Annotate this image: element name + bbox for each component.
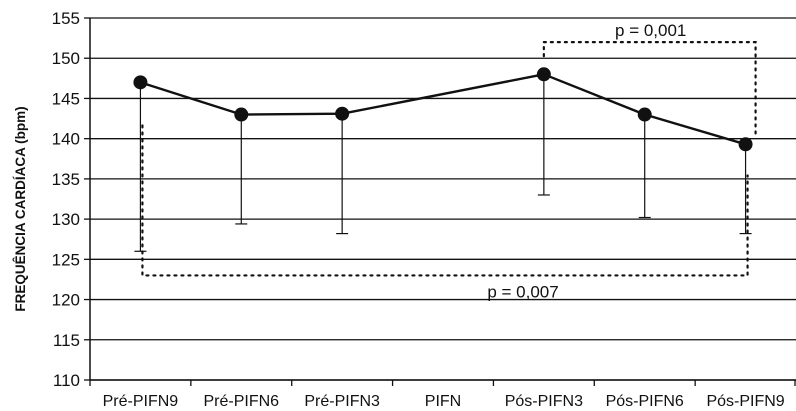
- y-tick-label: 120: [52, 291, 80, 310]
- series-line: [140, 73, 746, 146]
- y-tick-label: 145: [52, 89, 80, 108]
- x-tick-label: Pré-PIFN3: [304, 393, 380, 410]
- data-point: [234, 107, 249, 122]
- x-tick-label: Pré-PIFN9: [103, 393, 179, 410]
- y-axis-title: FREQUÊNCIA CARDÍACA (bpm): [13, 106, 28, 311]
- y-tick-label: 115: [53, 331, 80, 350]
- p-value-label: p = 0,001: [615, 21, 686, 40]
- y-tick-label: 155: [52, 9, 80, 28]
- significance-brackets: [141, 41, 757, 277]
- data-point: [133, 75, 148, 90]
- x-tick-label: Pré-PIFN6: [203, 393, 279, 410]
- y-tick-label: 140: [52, 130, 80, 149]
- significance-bracket-2: [141, 124, 749, 277]
- x-tick-label: PIFN: [425, 393, 461, 410]
- y-tick-label: 110: [53, 371, 80, 390]
- grid: [90, 17, 796, 381]
- labels: 110 115 120 125 130 135 140 145 150 155 Pré-PIFN9 P…: [13, 9, 785, 410]
- y-tick-label: 135: [52, 170, 80, 189]
- x-tick-label: Pós-PIFN6: [606, 393, 684, 410]
- data-point: [335, 106, 350, 121]
- x-tick-label: Pós-PIFN9: [706, 393, 784, 410]
- y-tick-label: 150: [52, 49, 80, 68]
- data-point: [738, 137, 753, 152]
- error-bars: [134, 74, 752, 252]
- data-point: [536, 67, 551, 82]
- y-tick-label: 125: [52, 250, 80, 269]
- p-value-label: p = 0,007: [487, 282, 558, 301]
- significance-bracket-1: [542, 41, 757, 139]
- axes: [84, 17, 796, 386]
- data-point: [637, 107, 652, 122]
- x-tick-label: Pós-PIFN3: [505, 393, 583, 410]
- series: [133, 67, 753, 152]
- y-tick-label: 130: [52, 210, 80, 229]
